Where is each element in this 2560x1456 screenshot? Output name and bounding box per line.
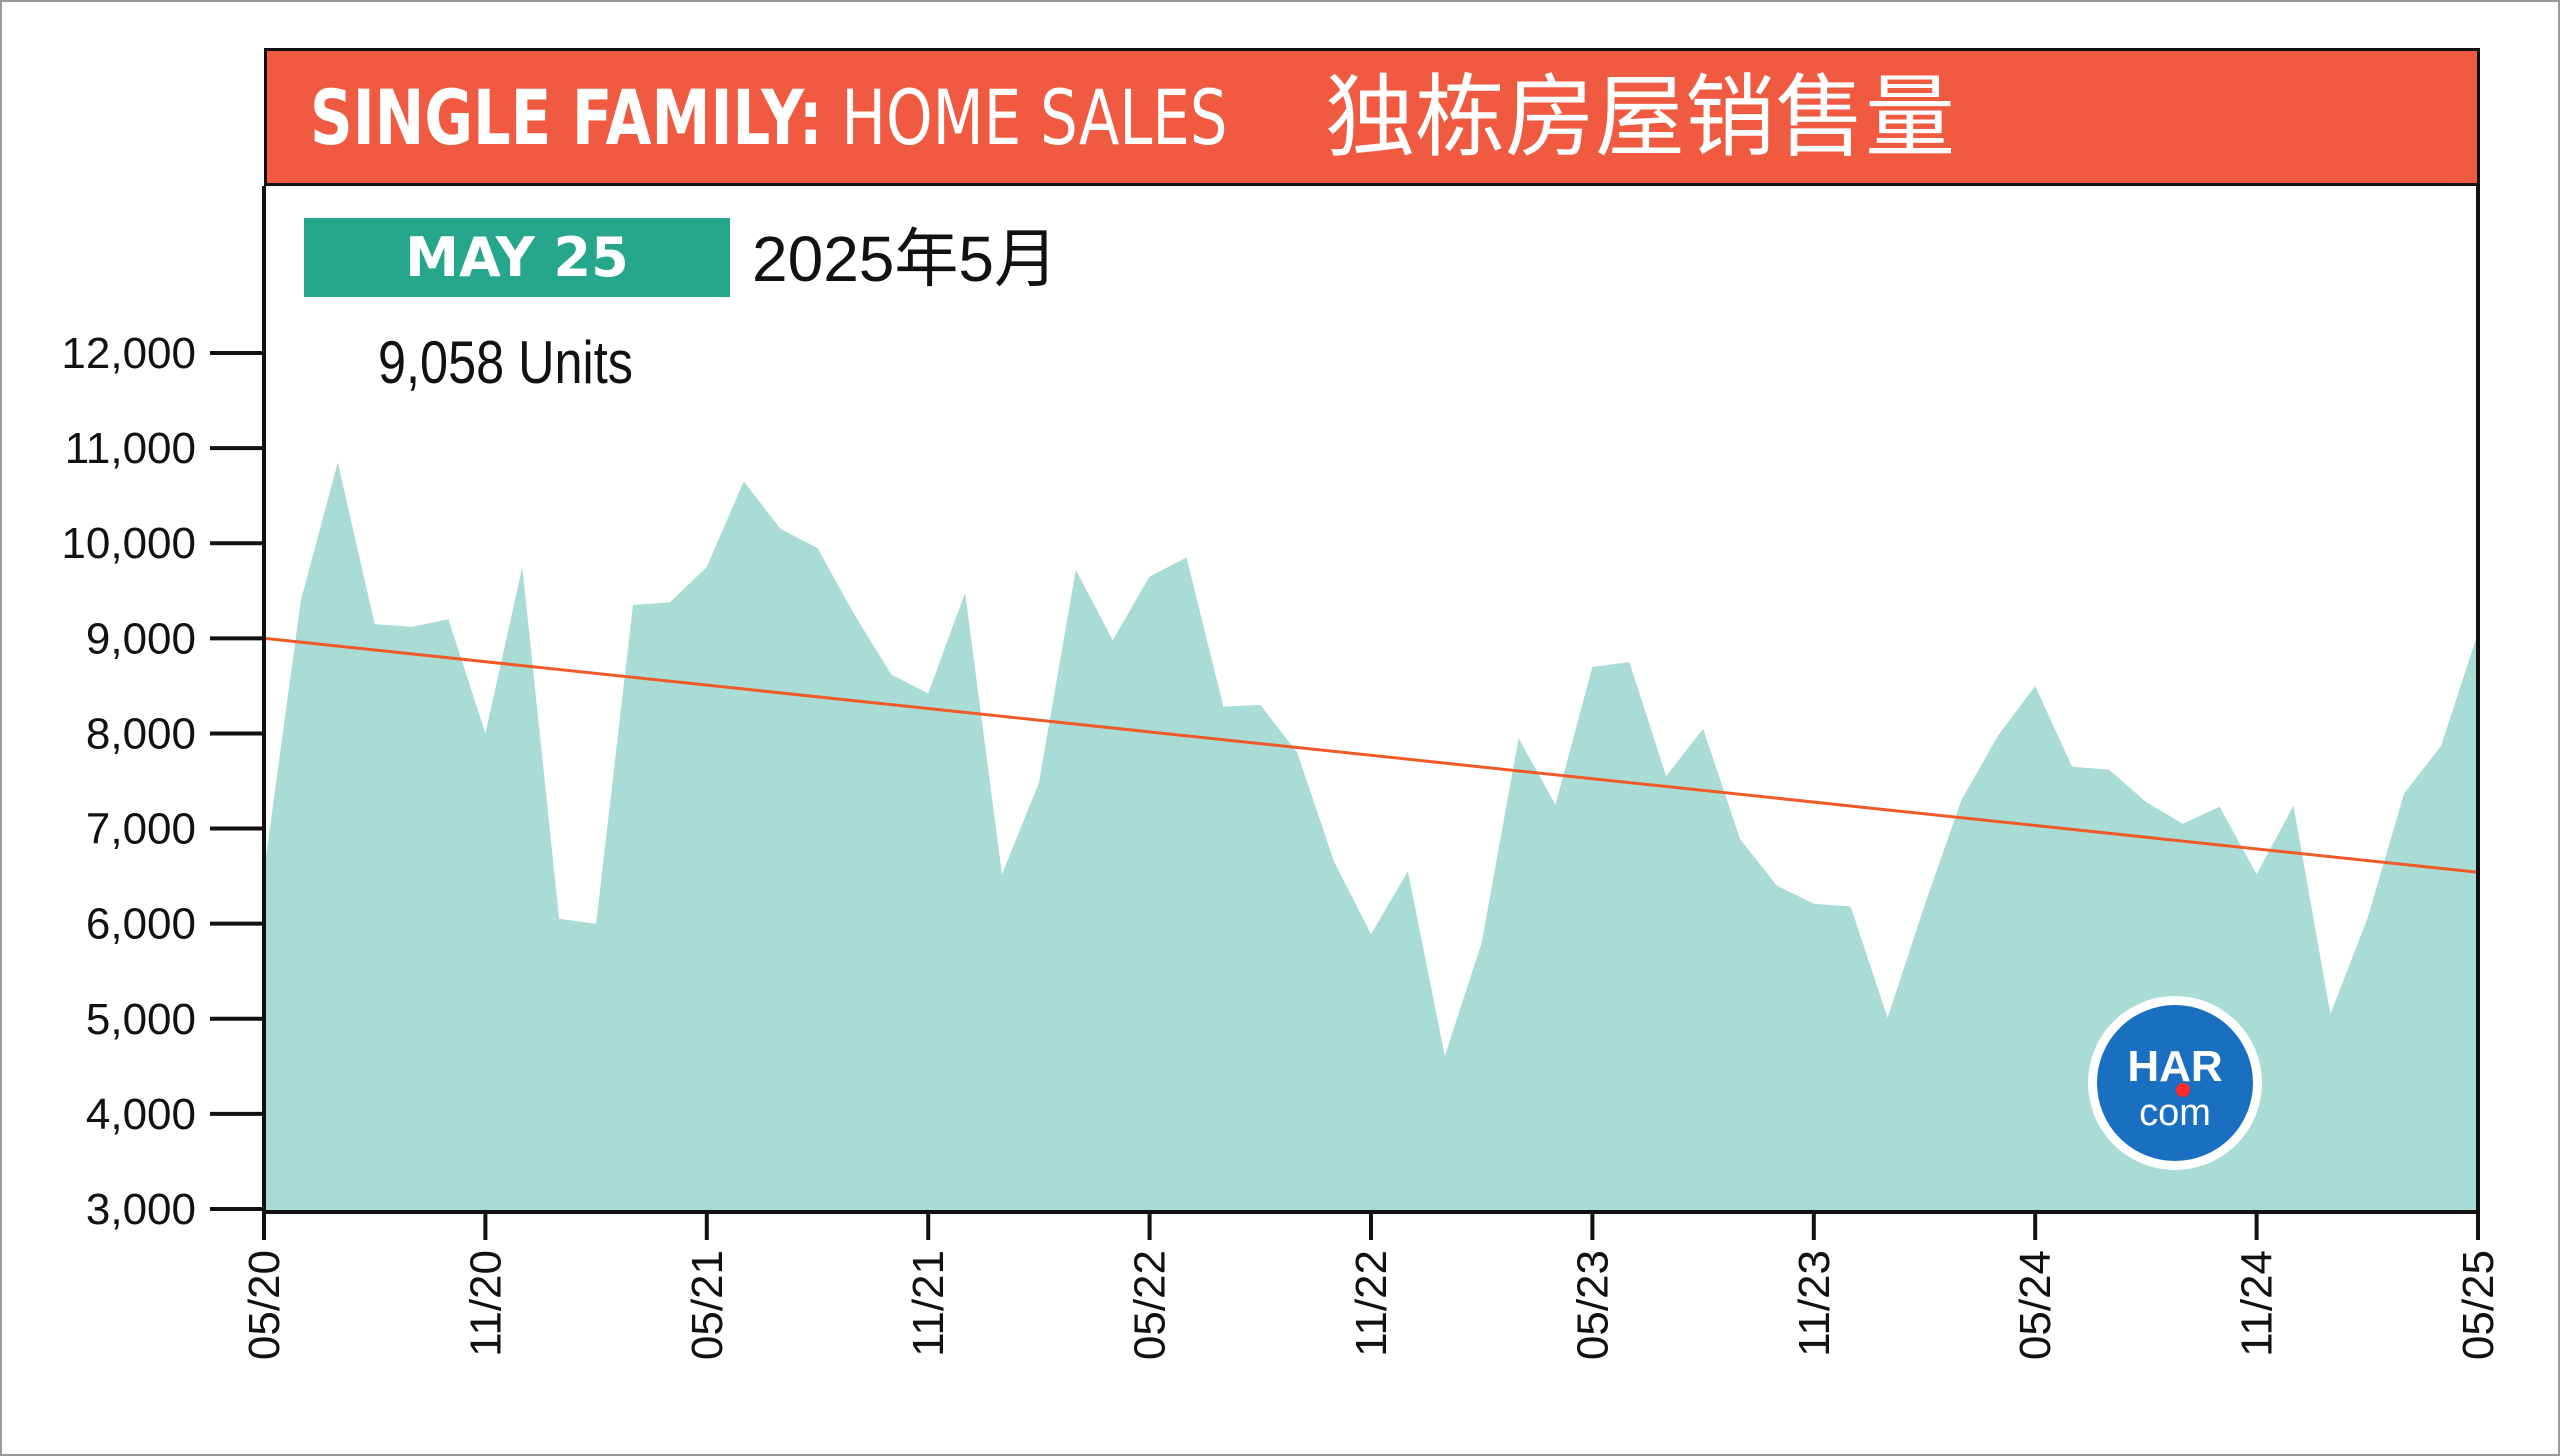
x-tick-label: 05/24 xyxy=(2011,1250,2060,1360)
y-tick-label: 6,000 xyxy=(86,900,196,949)
month-badge: MAY 25 xyxy=(304,218,730,297)
y-tick-label: 9,000 xyxy=(86,614,196,663)
y-tick-label: 5,000 xyxy=(86,995,196,1044)
x-tick-label: 11/23 xyxy=(1790,1250,1839,1357)
month-label-cn: 2025年5月 xyxy=(752,223,1058,295)
x-tick-label: 11/24 xyxy=(2233,1250,2282,1357)
x-tick-label: 11/20 xyxy=(461,1250,510,1357)
sales-area xyxy=(264,462,2478,1212)
y-tick-label: 11,000 xyxy=(65,424,196,473)
x-tick-label: 11/22 xyxy=(1347,1250,1396,1357)
chart-title: SINGLE FAMILY: HOME SALES xyxy=(310,66,1227,170)
chart-title-bold: SINGLE FAMILY: xyxy=(310,73,823,162)
y-tick-label: 12,000 xyxy=(61,329,196,378)
chart-title-rest: HOME SALES xyxy=(822,73,1228,162)
y-tick-label: 7,000 xyxy=(86,805,196,854)
har-logo-dot xyxy=(2176,1083,2190,1097)
y-tick-label: 10,000 xyxy=(61,519,196,568)
chart-title-cn: 独栋房屋销售量 xyxy=(1325,68,1955,168)
y-tick-label: 8,000 xyxy=(86,709,196,758)
y-tick-label: 4,000 xyxy=(86,1090,196,1139)
header-bar xyxy=(264,48,2480,186)
y-tick-label: 3,000 xyxy=(86,1185,196,1234)
x-tick-label: 05/25 xyxy=(2454,1250,2503,1360)
trend-line xyxy=(263,636,2479,874)
x-tick-label: 05/21 xyxy=(683,1250,732,1360)
har-logo-text: HAR xyxy=(2127,1042,2223,1091)
x-tick-label: 11/21 xyxy=(904,1250,953,1357)
x-tick-label: 05/20 xyxy=(240,1250,289,1360)
har-logo: HAR com xyxy=(2088,996,2262,1170)
x-tick-label: 05/23 xyxy=(1568,1250,1617,1360)
har-logo-com: com xyxy=(2139,1092,2211,1134)
units-label: 9,058 Units xyxy=(378,329,633,396)
x-tick-label: 05/22 xyxy=(1126,1250,1175,1360)
